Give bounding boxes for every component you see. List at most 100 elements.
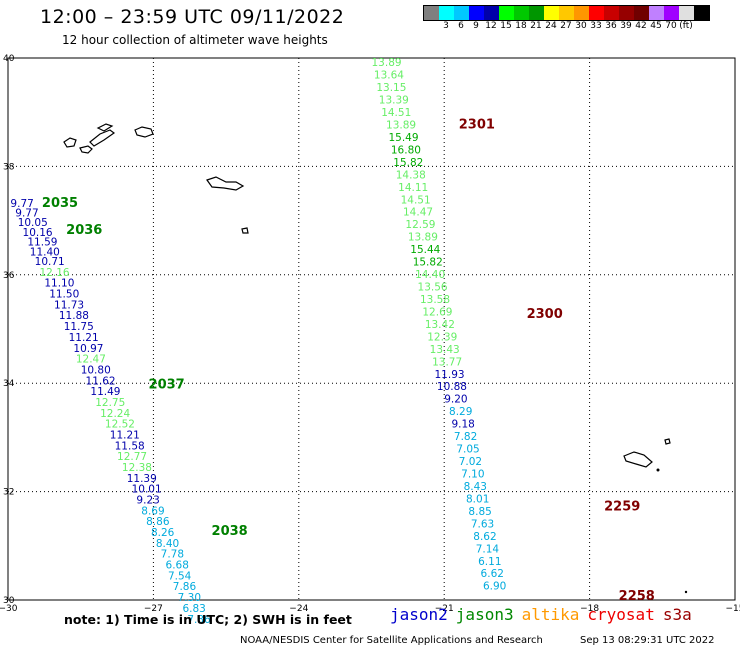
wave-height-label: 16.80	[391, 144, 421, 156]
wave-height-label: 14.38	[396, 169, 426, 181]
pass-time-label: 2259	[604, 500, 640, 515]
colorbar-swatch	[484, 6, 499, 20]
pass-time-label: 2301	[459, 117, 495, 132]
island-selvagens	[684, 590, 688, 594]
pass-time-label: 2038	[212, 524, 248, 539]
wave-height-label: 9.18	[451, 419, 474, 431]
legend-cryosat: cryosat	[587, 605, 655, 624]
wave-height-label: 7.02	[459, 456, 482, 468]
wave-height-label: 12.59	[405, 219, 435, 231]
wave-height-label: 11.21	[110, 429, 140, 441]
colorbar-tick-label: 3	[443, 21, 449, 31]
footer-timestamp: Sep 13 08:29:31 UTC 2022	[580, 635, 715, 646]
legend-jason2: jason2	[390, 605, 448, 624]
wave-height-label: 14.47	[403, 207, 433, 219]
colorbar-tick-label: 36	[605, 21, 617, 31]
wave-height-label: 9.77	[15, 207, 38, 219]
wave-height-label: 8.01	[466, 493, 489, 505]
colorbar-swatch	[469, 6, 484, 20]
wave-height-label: 12.39	[427, 331, 457, 343]
wave-height-label: 7.78	[161, 549, 184, 561]
colorbar-swatch	[424, 6, 439, 20]
wave-height-label: 11.21	[69, 332, 99, 344]
wave-height-label: 8.69	[141, 505, 164, 517]
pass-time-label: 2035	[42, 196, 78, 211]
wave-height-label: 13.64	[374, 70, 404, 82]
colorbar-tick-label: (ft)	[679, 21, 693, 31]
colorbar-tick-label: 18	[515, 21, 527, 31]
wave-height-label: 13.77	[432, 356, 462, 368]
wave-height-label: 8.29	[449, 406, 472, 418]
wave-height-label: 8.62	[473, 531, 496, 543]
colorbar-swatch	[544, 6, 559, 20]
wave-height-label: 7.82	[454, 431, 477, 443]
wave-height-label: 10.05	[18, 217, 48, 229]
map-frame	[7, 57, 736, 601]
wave-height-label: 11.73	[54, 299, 84, 311]
colorbar-tick-label: 12	[485, 21, 497, 31]
island-santa-maria	[241, 227, 249, 234]
wave-height-label: 6.68	[166, 560, 189, 572]
wave-height-label: 14.51	[401, 194, 431, 206]
colorbar-tick-label: 30	[575, 21, 587, 31]
wave-height-label: 8.85	[468, 506, 491, 518]
wave-height-label: 8.40	[156, 538, 179, 550]
wave-height-label: 13.89	[372, 57, 402, 69]
wave-height-label: 15.82	[393, 157, 423, 169]
wave-height-label: 10.88	[437, 381, 467, 393]
pass-time-label: 2300	[527, 307, 563, 322]
wave-height-label: 7.63	[471, 518, 494, 530]
colorbar-swatch	[604, 6, 619, 20]
wave-height-label: 10.01	[132, 484, 162, 496]
wave-height-label: 11.88	[59, 310, 89, 322]
island-madeira	[623, 451, 653, 468]
wave-height-label: 11.75	[64, 321, 94, 333]
wave-height-label: 10.16	[23, 227, 53, 239]
colorbar-tick-label: 6	[458, 21, 464, 31]
coastlines	[63, 123, 688, 594]
wave-height-label: 14.51	[381, 107, 411, 119]
colorbar-tick-label: 24	[545, 21, 557, 31]
wave-height-label: 15.44	[410, 244, 440, 256]
axis-labels: −30 −27 −24 −21 −18 −15 40 38 36 34 32 30	[0, 54, 740, 614]
colorbar-swatch	[574, 6, 589, 20]
colorbar-tick-label: 21	[530, 21, 542, 31]
colorbar-swatch	[454, 6, 469, 20]
colorbar-swatch	[514, 6, 529, 20]
colorbar-swatch	[619, 6, 634, 20]
colorbar-swatch	[664, 6, 679, 20]
wave-height-label: 11.93	[435, 369, 465, 381]
wave-height-label: 12.75	[95, 397, 125, 409]
wave-height-label: 13.56	[418, 282, 448, 294]
footnote: note: 1) Time is in UTC; 2) SWH is in fe…	[64, 612, 352, 627]
wave-height-label: 13.42	[425, 319, 455, 331]
map-title: 12:00 – 23:59 UTC 09/11/2022	[40, 6, 345, 28]
wave-height-label: 7.14	[476, 543, 500, 555]
lat-tick-label: 30	[3, 596, 15, 606]
lon-tick-label: −27	[144, 604, 163, 614]
pass-time-label: 2036	[66, 223, 102, 238]
island-flores	[63, 137, 77, 148]
lat-tick-label: 38	[3, 162, 15, 172]
wave-height-label: 15.49	[388, 132, 418, 144]
wave-height-label: 8.86	[146, 516, 170, 528]
wave-height-label: 11.62	[86, 375, 116, 387]
colorbar-tick-label: 33	[590, 21, 602, 31]
wave-height-label: 7.05	[456, 444, 479, 456]
wave-height-label: 14.40	[415, 269, 445, 281]
wave-height-label: 6.11	[478, 556, 501, 568]
island-porto-santo	[664, 438, 671, 445]
wave-height-label: 11.39	[127, 473, 157, 485]
wave-height-label: 13.15	[376, 82, 406, 94]
island-desertas	[656, 468, 660, 472]
wave-height-label: 6.83	[182, 603, 205, 615]
wave-height-label: 6.90	[483, 581, 506, 593]
wave-height-label: 13.89	[386, 119, 416, 131]
colorbar-tick-label: 27	[560, 21, 572, 31]
lon-tick-label: −24	[289, 604, 308, 614]
wave-height-label: 7.30	[178, 592, 201, 604]
colorbar-swatch	[679, 6, 694, 20]
map-subtitle: 12 hour collection of altimeter wave hei…	[62, 33, 328, 47]
island-faial	[79, 145, 93, 154]
